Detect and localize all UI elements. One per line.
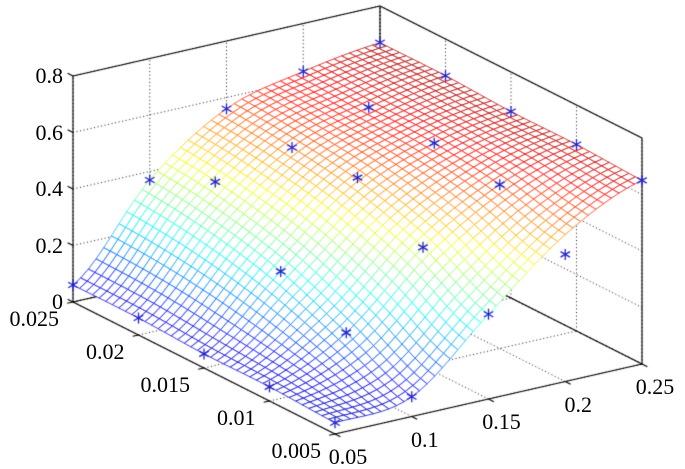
- z-axis-tick-label: 0.2: [35, 232, 64, 258]
- z-axis-tick-label: 0.8: [35, 63, 64, 88]
- y-axis-tick-label: 0.025: [9, 306, 60, 331]
- y-axis-tick-label: 0.015: [140, 372, 191, 397]
- y-axis-tick-label: 0.01: [217, 405, 256, 430]
- x-axis-tick-label: 0.2: [564, 391, 593, 417]
- z-axis-tick-label: 0: [52, 289, 63, 314]
- x-axis-tick-label: 0.25: [635, 374, 675, 399]
- x-axis-tick-label: 0.1: [411, 426, 439, 452]
- z-axis-tick-label: 0.4: [35, 176, 64, 201]
- x-axis-tick-label: 0.15: [482, 409, 521, 434]
- y-axis-tick-label: 0.005: [271, 438, 322, 463]
- z-axis-tick-label: 0.6: [35, 119, 64, 145]
- y-axis-tick-label: 0.02: [86, 339, 125, 364]
- x-axis-tick-label: 0.05: [328, 444, 368, 469]
